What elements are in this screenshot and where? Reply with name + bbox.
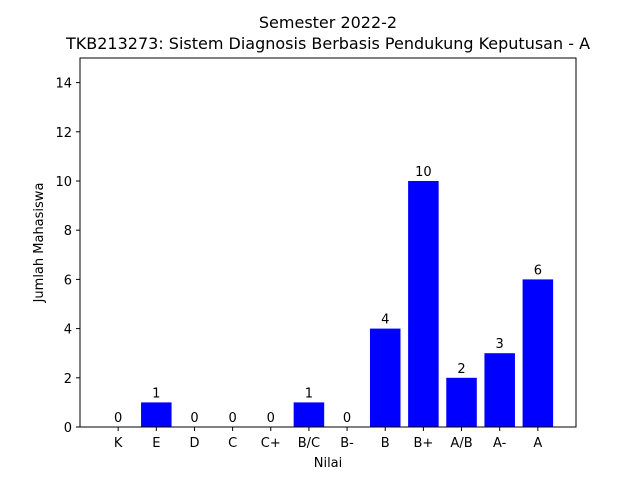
x-tick-label-K: K bbox=[114, 436, 123, 451]
x-tick-label-B-: B- bbox=[340, 436, 354, 451]
y-axis-label: Jumlah Mahasiswa bbox=[32, 183, 47, 304]
x-tick-label-B: B bbox=[381, 436, 390, 451]
y-tick-label: 14 bbox=[55, 77, 72, 92]
bar-value-label-K: 0 bbox=[114, 411, 122, 426]
y-tick-label: 2 bbox=[64, 372, 72, 387]
x-tick-label-A/B: A/B bbox=[450, 436, 472, 451]
x-tick-label-D: D bbox=[189, 436, 199, 451]
x-tick-label-C+: C+ bbox=[261, 436, 281, 451]
x-tick-label-A: A bbox=[533, 436, 542, 451]
plot-frame bbox=[79, 57, 577, 428]
x-tick-label-B+: B+ bbox=[413, 436, 433, 451]
y-tick-label: 10 bbox=[55, 175, 72, 190]
y-axis-ticks: 0 2 4 6 8 10 12 14 bbox=[55, 77, 80, 436]
bar-value-label-A/B: 2 bbox=[457, 362, 465, 377]
x-axis-label: Nilai bbox=[314, 456, 343, 471]
x-tick-label-E: E bbox=[152, 436, 160, 451]
bar-B/C bbox=[293, 402, 325, 427]
bar-value-label-A: 6 bbox=[534, 263, 542, 278]
y-tick-label: 0 bbox=[64, 421, 72, 436]
bar-value-label-C+: 0 bbox=[267, 411, 275, 426]
bar-value-label-E: 1 bbox=[152, 386, 160, 401]
x-axis-ticks: K E D C C+ B/C B- B B+ A/B A- A bbox=[114, 427, 542, 451]
y-tick-label: 6 bbox=[64, 273, 72, 288]
bar-value-label-B: 4 bbox=[381, 313, 389, 328]
bar-value-label-C: 0 bbox=[228, 411, 236, 426]
y-tick-label: 12 bbox=[55, 126, 72, 141]
y-tick-label: 4 bbox=[64, 323, 72, 338]
bar-value-label-B/C: 1 bbox=[305, 386, 313, 401]
bar-E bbox=[141, 402, 172, 427]
y-tick-label: 8 bbox=[64, 224, 72, 239]
bar-B+ bbox=[408, 181, 439, 427]
bars-group bbox=[141, 181, 554, 427]
bar-B bbox=[369, 328, 401, 427]
x-tick-label-C: C bbox=[228, 436, 237, 451]
bar-A- bbox=[484, 353, 515, 427]
bar-value-label-B-: 0 bbox=[343, 411, 351, 426]
bar-value-label-D: 0 bbox=[190, 411, 198, 426]
chart-title: Semester 2022-2 bbox=[259, 13, 397, 32]
x-tick-label-B/C: B/C bbox=[298, 436, 320, 451]
bar-value-label-B+: 10 bbox=[415, 165, 432, 180]
bar-value-label-A-: 3 bbox=[496, 337, 504, 352]
bar-A/B bbox=[446, 377, 477, 427]
chart-subtitle: TKB213273: Sistem Diagnosis Berbasis Pen… bbox=[65, 34, 590, 53]
bar-A bbox=[522, 279, 554, 427]
x-tick-label-A-: A- bbox=[493, 436, 507, 451]
